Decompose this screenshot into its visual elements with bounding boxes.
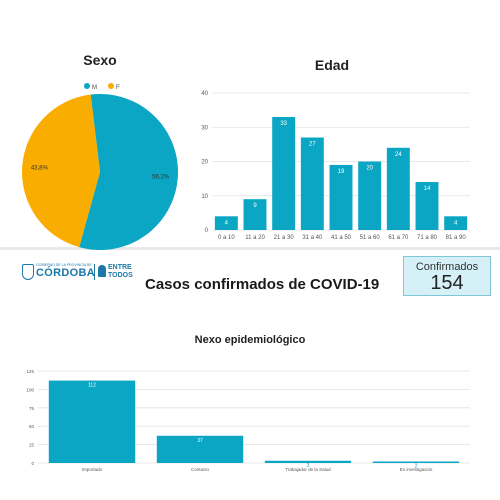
x-tick-label: 71 a 80 xyxy=(417,235,438,241)
bar-value-label: 4 xyxy=(454,220,458,226)
confirmados-label: Confirmados xyxy=(415,261,479,273)
x-tick-label: Importado xyxy=(82,467,103,472)
bar-value-label: 20 xyxy=(366,166,373,172)
bar xyxy=(272,116,296,230)
edad-plot: 0 10 20 30 40 4 0 a 10 9 11 a 20 33 21 a 30 27 31 a … xyxy=(201,91,470,241)
bar-value-label: 112 xyxy=(88,383,96,389)
logo-todos-text: TODOS xyxy=(108,272,133,279)
sexo-pie-chart: Sexo M F 56,2% 43,8% xyxy=(21,52,178,250)
x-tick-label: 81 a 90 xyxy=(446,235,467,241)
edad-bar-chart: Edad 0 10 20 30 40 4 0 a 10 9 11 a 20 33 21 a 30 27… xyxy=(201,57,470,241)
x-tick-label: En investigación xyxy=(400,467,433,472)
y-tick-label: 30 xyxy=(201,125,208,131)
y-tick-label: 75 xyxy=(29,406,35,411)
bar-value-label: 27 xyxy=(309,142,316,148)
bar-value-label: 9 xyxy=(253,203,257,209)
logo-small-text: GOBIERNO DE LA PROVINCIA DE xyxy=(36,263,92,267)
bar xyxy=(156,435,244,463)
legend-f-label: F xyxy=(116,85,120,91)
bar xyxy=(329,164,353,230)
bar-value-label: 4 xyxy=(225,220,229,226)
bar-value-label: 3 xyxy=(307,463,310,469)
bar xyxy=(444,216,468,230)
y-tick-label: 125 xyxy=(26,369,34,374)
bar xyxy=(48,380,136,463)
x-tick-label: 41 a 50 xyxy=(331,235,352,241)
cordoba-shield-icon xyxy=(22,264,34,280)
nexo-title: Nexo epidemiológico xyxy=(195,334,306,346)
logo-divider xyxy=(94,264,95,280)
bar xyxy=(214,216,238,230)
bar-value-label: 33 xyxy=(280,121,287,127)
bar xyxy=(300,137,324,230)
edad-title: Edad xyxy=(315,57,349,73)
bar xyxy=(264,460,352,463)
x-tick-label: 11 a 20 xyxy=(245,235,265,241)
y-tick-label: 25 xyxy=(29,443,35,448)
legend-m-dot xyxy=(84,83,90,89)
hands-icon xyxy=(98,265,106,277)
bar-value-label: 37 xyxy=(197,438,203,444)
confirmados-box: Confirmados 154 xyxy=(403,256,491,296)
y-tick-label: 0 xyxy=(31,461,34,466)
y-tick-label: 20 xyxy=(201,160,208,166)
x-tick-label: Trabajador de la Salud xyxy=(285,467,331,472)
bar-value-label: 19 xyxy=(338,169,345,175)
cordoba-logo: GOBIERNO DE LA PROVINCIA DE CÓRDOBA ENTR… xyxy=(22,262,133,284)
bar xyxy=(372,461,460,463)
x-tick-label: Contacto xyxy=(191,467,210,472)
pie-slices: 56,2% 43,8% xyxy=(21,94,178,250)
page-title: Casos confirmados de COVID-19 xyxy=(145,276,380,293)
y-tick-label: 0 xyxy=(205,228,209,234)
x-tick-label: 21 a 30 xyxy=(274,235,295,241)
y-tick-label: 50 xyxy=(29,424,35,429)
bar-value-label: 2 xyxy=(415,464,418,470)
legend-m-label: M xyxy=(92,85,97,91)
pie-slice-m xyxy=(79,94,178,250)
y-tick-label: 10 xyxy=(201,194,208,200)
nexo-plot: 0 25 50 75 100 125 112 Importado 37 Contacto 3Trab… xyxy=(26,369,470,472)
pie-label-f: 43,8% xyxy=(31,165,49,171)
bar xyxy=(415,182,439,230)
bar xyxy=(358,161,382,230)
bar xyxy=(386,147,410,230)
pie-label-m: 56,2% xyxy=(152,175,170,181)
x-tick-label: 61 a 70 xyxy=(388,235,409,241)
x-tick-label: 51 a 60 xyxy=(360,235,381,241)
pie-slice-f xyxy=(21,94,100,248)
legend-f-dot xyxy=(108,83,114,89)
nexo-bar-chart: Nexo epidemiológico 0 25 50 75 100 125 112 Impo… xyxy=(26,334,470,472)
pie-title: Sexo xyxy=(83,52,116,68)
bar-value-label: 14 xyxy=(424,186,431,192)
bar-value-label: 24 xyxy=(395,152,402,158)
logo-entre-text: ENTRE xyxy=(108,264,132,271)
confirmados-value: 154 xyxy=(430,272,464,294)
x-tick-label: 0 a 10 xyxy=(218,235,235,241)
x-tick-label: 31 a 40 xyxy=(302,235,323,241)
y-tick-label: 100 xyxy=(26,387,34,392)
bar xyxy=(243,199,267,230)
logo-main-text: CÓRDOBA xyxy=(36,267,95,279)
y-tick-label: 40 xyxy=(201,91,208,97)
